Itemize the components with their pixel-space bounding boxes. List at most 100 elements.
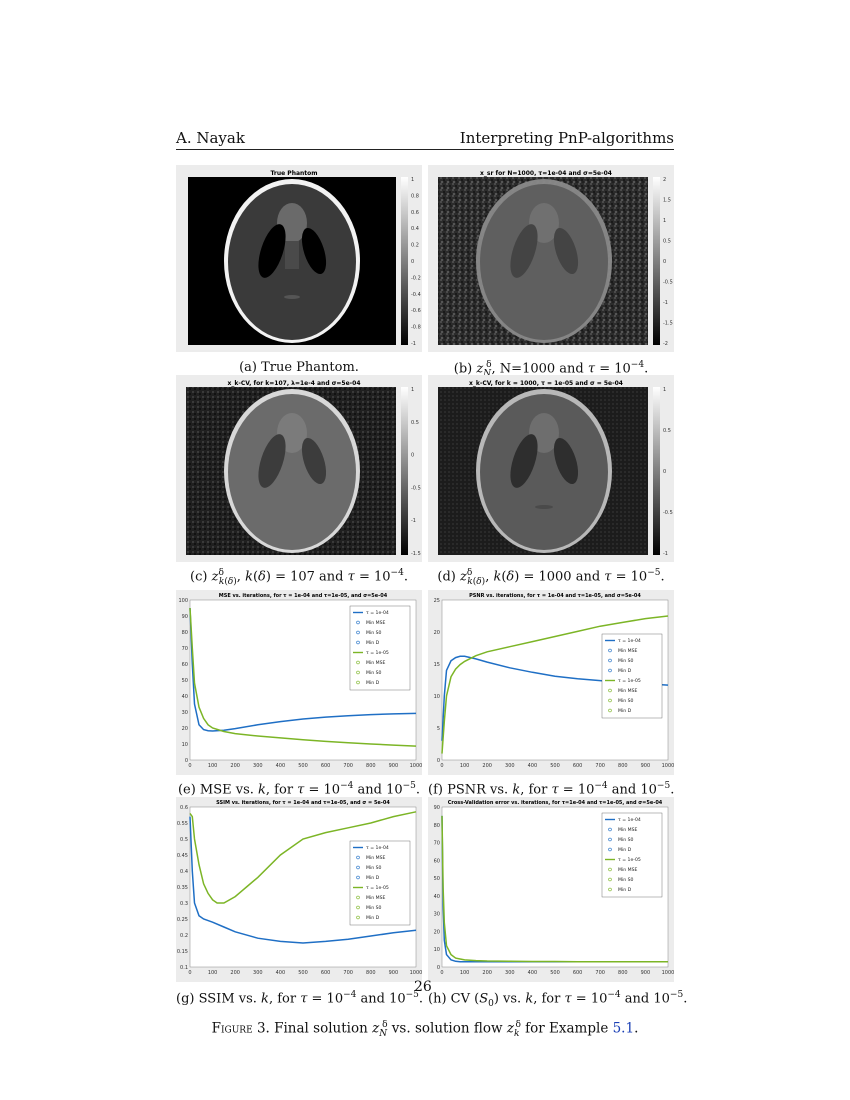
x-tick-label-h-9: 900 xyxy=(641,970,651,976)
colorbar-tick-b-1: 1.5 xyxy=(663,198,671,204)
legend-entry-e-2: Min S0 xyxy=(366,630,382,636)
legend-entry-h-0: τ = 1e-04 xyxy=(618,817,641,823)
panel-c-phantom-cv: x_k-CV, for k=107, λ=1e-4 and σ=5e-04 1 0… xyxy=(176,375,422,562)
legend-marker-h-5 xyxy=(608,867,612,872)
y-tick-label-g-2: 0.2 xyxy=(180,933,188,939)
colorbar-tick-a-6: -0.2 xyxy=(411,275,421,281)
legend-entry-f-0: τ = 1e-04 xyxy=(618,638,641,644)
x-tick-label-e-5: 500 xyxy=(298,763,308,769)
x-tick-label-e-1: 100 xyxy=(208,763,218,769)
caption-g: (g) SSIM vs. k, for τ = 10−4 and 10−5. xyxy=(176,990,424,1007)
series-line-g-1 xyxy=(189,811,417,904)
x-tick-label-e-4: 400 xyxy=(276,763,286,769)
legend-box-h xyxy=(601,812,663,898)
legend-marker-e-6 xyxy=(356,670,360,675)
colorbar-tick-b-6: -1 xyxy=(663,300,668,306)
legend-entry-f-5: Min MSE xyxy=(618,688,637,694)
x-tick-label-g-7: 700 xyxy=(343,970,353,976)
x-tick-label-f-1: 100 xyxy=(460,763,470,769)
caption-h: (h) CV (S0) vs. k, for τ = 10−4 and 10−5… xyxy=(428,990,688,1009)
legend-entry-e-6: Min S0 xyxy=(366,670,382,676)
legend-entry-h-4: τ = 1e-05 xyxy=(618,857,641,863)
header-rule xyxy=(176,149,674,150)
caption-e: (e) MSE vs. k, for τ = 10−4 and 10−5. xyxy=(177,781,421,798)
legend-marker-e-1 xyxy=(356,620,360,625)
colorbar-tick-a-1: 0.8 xyxy=(411,193,419,199)
legend-marker-e-3 xyxy=(356,640,360,645)
legend-marker-g-2 xyxy=(356,865,360,870)
caption-b: (b) zNδ, N=1000 and τ = 10−4. xyxy=(453,360,649,379)
panel-d-phantom-cv: x_k-CV, for k = 1000, τ = 1e-05 and σ = … xyxy=(428,375,674,562)
y-tick-label-e-9: 90 xyxy=(182,614,188,620)
panel-b-phantom-sr: x_sr for N=1000, τ=1e-04 and σ=5e-04 2 1.… xyxy=(428,165,674,352)
running-header-title: Interpreting PnP-algorithms xyxy=(459,129,674,147)
x-tick-label-e-9: 900 xyxy=(389,763,399,769)
x-tick-label-g-6: 600 xyxy=(321,970,331,976)
colorbar-tick-a-3: 0.4 xyxy=(411,226,419,232)
legend-marker-e-7 xyxy=(356,680,360,685)
x-tick-label-g-0: 0 xyxy=(188,970,191,976)
legend-marker-g-5 xyxy=(356,895,360,900)
x-tick-label-f-9: 900 xyxy=(641,763,651,769)
figure-caption: Figure 3. Final solution zNδ vs. solutio… xyxy=(211,1020,639,1040)
y-tick-label-e-4: 40 xyxy=(182,694,188,700)
y-tick-label-h-1: 10 xyxy=(434,947,440,953)
colorbar-tick-d-0: 1 xyxy=(663,387,666,393)
colorbar-tick-a-10: -1 xyxy=(411,341,416,347)
x-tick-label-g-1: 100 xyxy=(208,970,218,976)
colorbar-tick-c-2: 0 xyxy=(411,453,414,459)
colorbar-tick-c-5: -1.5 xyxy=(411,551,421,557)
x-tick-label-e-8: 800 xyxy=(366,763,376,769)
legend-entry-f-4: τ = 1e-05 xyxy=(618,678,641,684)
colorbar-tick-b-3: 0.5 xyxy=(663,239,671,245)
y-tick-label-f-4: 20 xyxy=(434,630,440,636)
y-tick-label-h-2: 20 xyxy=(434,929,440,935)
legend-entry-g-7: Min D xyxy=(366,915,380,921)
page-number: 26 xyxy=(414,979,432,995)
x-tick-label-h-5: 500 xyxy=(550,970,560,976)
example-reference-link[interactable]: 5.1 xyxy=(612,1020,635,1037)
x-tick-label-e-10: 1000 xyxy=(410,763,422,769)
x-tick-label-e-2: 200 xyxy=(230,763,240,769)
plot-title-a: True Phantom xyxy=(270,170,317,177)
legend-entry-g-2: Min S0 xyxy=(366,865,382,871)
legend-marker-h-2 xyxy=(608,837,612,842)
colorbar-tick-b-2: 1 xyxy=(663,218,666,224)
colorbar-tick-a-7: -0.4 xyxy=(411,292,421,298)
colorbar-tick-c-1: 0.5 xyxy=(411,420,419,426)
y-tick-label-f-1: 5 xyxy=(437,726,440,732)
legend-entry-g-4: τ = 1e-05 xyxy=(366,885,389,891)
x-tick-label-h-2: 200 xyxy=(482,970,492,976)
x-tick-label-e-3: 300 xyxy=(253,763,263,769)
legend-entry-g-6: Min S0 xyxy=(366,905,382,911)
colorbar-tick-a-5: 0 xyxy=(411,259,414,265)
colorbar-tick-b-5: -0.5 xyxy=(663,280,673,286)
x-tick-label-f-4: 400 xyxy=(528,763,538,769)
legend-marker-g-3 xyxy=(356,875,360,880)
legend-entry-h-3: Min D xyxy=(618,847,632,853)
running-header-author: A. Nayak xyxy=(176,129,245,147)
y-tick-label-e-6: 60 xyxy=(182,662,188,668)
chart-h-cv: Cross-Validation error vs. iterations, f… xyxy=(428,797,674,982)
legend-entry-f-3: Min D xyxy=(618,668,632,674)
y-tick-label-h-5: 50 xyxy=(434,876,440,882)
legend-entry-g-3: Min D xyxy=(366,875,380,881)
colorbar-tick-b-4: 0 xyxy=(663,259,666,265)
series-line-h-1 xyxy=(441,815,668,963)
y-tick-label-h-3: 30 xyxy=(434,912,440,918)
x-tick-label-h-3: 300 xyxy=(505,970,515,976)
series-line-e-1 xyxy=(189,607,417,747)
y-tick-label-h-7: 70 xyxy=(434,841,440,847)
y-tick-label-f-0: 0 xyxy=(437,758,440,764)
y-tick-label-g-1: 0.15 xyxy=(177,949,188,955)
x-tick-label-g-3: 300 xyxy=(253,970,263,976)
series-line-f-1 xyxy=(441,615,669,754)
y-tick-label-f-5: 25 xyxy=(434,598,440,604)
x-tick-label-f-8: 800 xyxy=(618,763,628,769)
x-tick-label-h-0: 0 xyxy=(440,970,443,976)
legend-entry-f-2: Min S0 xyxy=(618,658,634,664)
x-tick-label-e-0: 0 xyxy=(188,763,191,769)
chart-title-h: Cross-Validation error vs. iterations, f… xyxy=(448,800,663,806)
y-tick-label-g-4: 0.3 xyxy=(180,901,188,907)
y-tick-label-f-3: 15 xyxy=(434,662,440,668)
